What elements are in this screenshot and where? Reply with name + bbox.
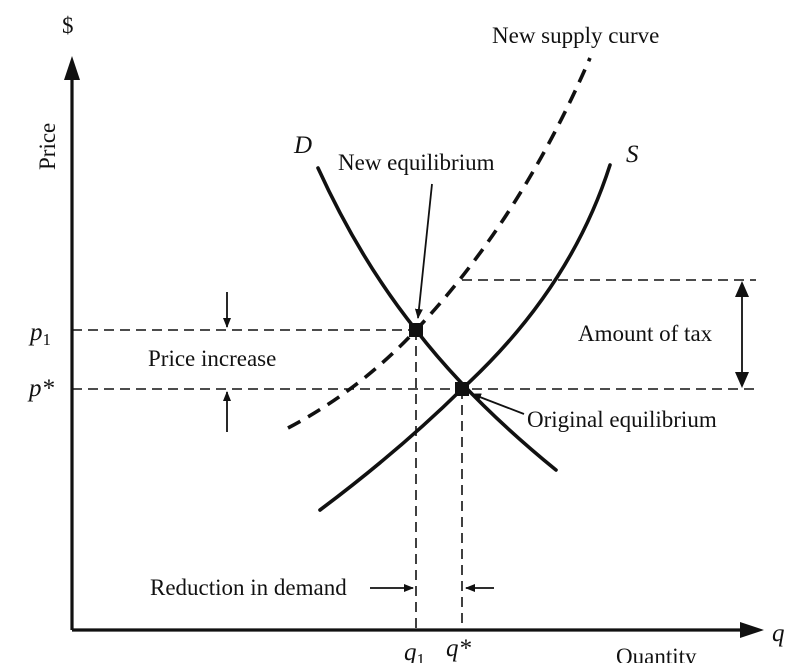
- new-supply-curve: [287, 57, 592, 430]
- amount-of-tax-arrowhead-top: [735, 281, 749, 297]
- demand-curve: [316, 166, 558, 472]
- qstar-label: q*: [446, 635, 472, 662]
- reduction-in-demand-label: Reduction in demand: [150, 575, 347, 600]
- y-axis-unit: $: [62, 13, 74, 38]
- supply-curve: [318, 163, 612, 512]
- price-increase-label: Price increase: [148, 346, 276, 371]
- x-axis-unit: q: [772, 620, 785, 647]
- x-axis-label: Quantity: [616, 644, 697, 663]
- y-axis-label: Price: [35, 123, 60, 170]
- new-equilibrium-point: [409, 323, 423, 337]
- pstar-label: p*: [27, 375, 55, 402]
- new-supply-curve-label: New supply curve: [492, 23, 659, 48]
- q1-label: q1: [404, 639, 425, 663]
- supply-curve-label: S: [626, 141, 639, 168]
- original-equilibrium-label: Original equilibrium: [527, 407, 717, 432]
- p1-label: p1: [28, 319, 51, 349]
- amount-of-tax-label: Amount of tax: [578, 321, 713, 346]
- x-axis-arrowhead: [740, 622, 764, 638]
- original-equilibrium-pointer: [471, 393, 525, 415]
- y-axis-arrowhead: [64, 56, 80, 80]
- original-equilibrium-point: [455, 382, 469, 396]
- new-equilibrium-label: New equilibrium: [338, 150, 495, 175]
- amount-of-tax-arrowhead-bottom: [735, 372, 749, 388]
- new-equilibrium-pointer: [414, 183, 433, 319]
- demand-curve-label: D: [293, 132, 312, 159]
